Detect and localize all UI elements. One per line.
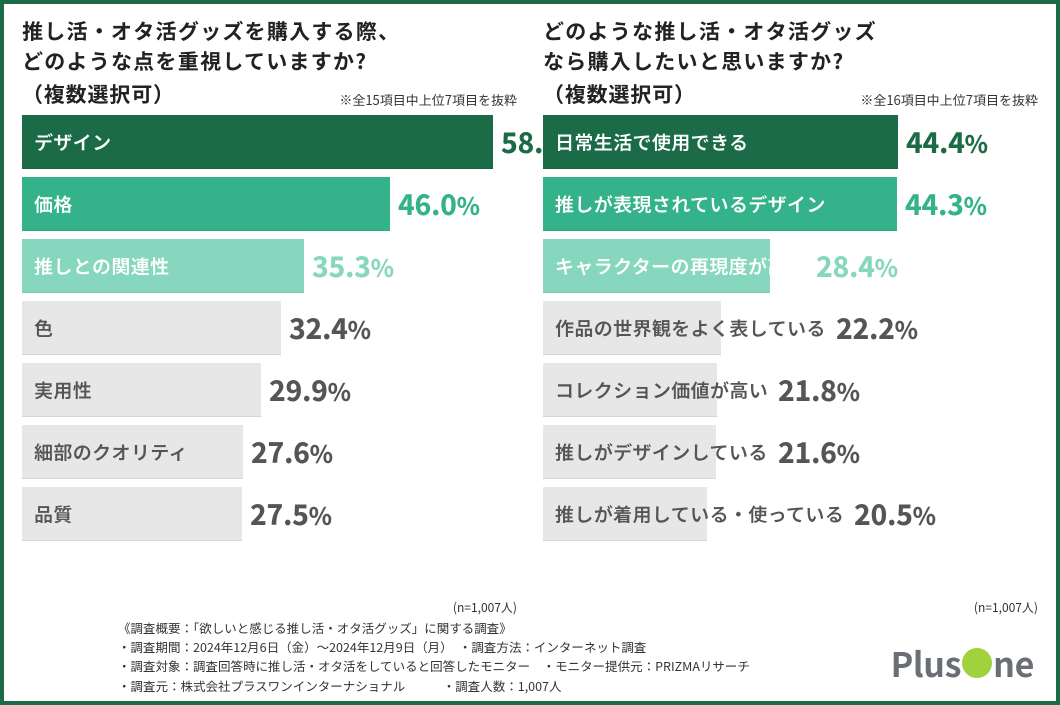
- right-column: どのような推し活・オタ活グッズ なら購入したいと思いますか? （複数選択可） ※…: [543, 16, 1038, 616]
- bar-row: 推しが着用している・使っている 20.5%: [543, 487, 1038, 541]
- bar-label: デザイン: [34, 128, 112, 155]
- bar-value: 44.3%: [905, 184, 987, 224]
- left-excerpt-note: ※全15項目中上位7項目を抜粋: [339, 90, 517, 109]
- bar-row: 色 32.4%: [22, 301, 517, 355]
- bar-label: 作品の世界観をよく表している: [555, 314, 826, 341]
- left-title-line1: 推し活・オタ活グッズを購入する際、: [22, 16, 517, 46]
- left-title-line2: どのような点を重視していますか?: [22, 46, 517, 76]
- bar-row: 推しとの関連性 35.3%: [22, 239, 517, 293]
- right-bar-chart: 日常生活で使用できる 44.4% 推しが表現されているデザイン 44.3% キャラクター…: [543, 115, 1038, 597]
- bar-row: デザイン58.9%: [22, 115, 517, 169]
- right-title-line1: どのような推し活・オタ活グッズ: [543, 16, 1038, 46]
- bar-value: 29.9%: [269, 370, 351, 410]
- left-subrow: （複数選択可） ※全15項目中上位7項目を抜粋: [22, 79, 517, 109]
- right-subrow: （複数選択可） ※全16項目中上位7項目を抜粋: [543, 79, 1038, 109]
- survey-footnotes: 《調査概要：「欲しいと感じる推し活・オタ活グッズ」に関する調査》 ・調査期間：2…: [22, 618, 1038, 696]
- footnote-line1: 《調査概要：「欲しいと感じる推し活・オタ活グッズ」に関する調査》: [118, 618, 1038, 637]
- bar-value: 46.0%: [398, 184, 480, 224]
- bar-row: 推しがデザインしている 21.6%: [543, 425, 1038, 479]
- left-bar-chart: デザイン58.9% 価格 46.0% 推しとの関連性 35.3% 色 32.4% 実用性 29.…: [22, 115, 517, 597]
- bar-shape: [22, 177, 390, 231]
- bar-label: 実用性: [34, 376, 92, 403]
- bar-value: 32.4%: [289, 308, 371, 348]
- bar-value: 44.4%: [906, 122, 988, 162]
- bar-label: 品質: [34, 500, 73, 527]
- logo-text-left: Plus: [891, 638, 962, 687]
- bar-label: キャラクターの再現度が高い: [555, 252, 806, 279]
- bar-row: 作品の世界観をよく表している 22.2%: [543, 301, 1038, 355]
- bar-value: 21.8%: [778, 370, 860, 410]
- bar-label: 色: [34, 314, 53, 341]
- bar-row: 細部のクオリティ 27.6%: [22, 425, 517, 479]
- bar-label: 推しとの関連性: [34, 252, 169, 279]
- bar-value: 27.6%: [251, 432, 333, 472]
- bar-row: 日常生活で使用できる 44.4%: [543, 115, 1038, 169]
- bar-row: キャラクターの再現度が高い 28.4%: [543, 239, 1038, 293]
- bar-label: 日常生活で使用できる: [555, 128, 748, 155]
- bar-value: 22.2%: [836, 308, 918, 348]
- left-n-note: (n=1,007人): [22, 599, 517, 616]
- logo-dot-icon: [962, 648, 992, 678]
- plusone-logo: Plus ne: [891, 638, 1034, 687]
- bar-label: 推しがデザインしている: [555, 438, 768, 465]
- bar-value: 21.6%: [778, 432, 860, 472]
- bar-label: 価格: [34, 190, 73, 217]
- infographic-frame: 推し活・オタ活グッズを購入する際、 どのような点を重視していますか? （複数選択…: [0, 0, 1060, 705]
- left-column: 推し活・オタ活グッズを購入する際、 どのような点を重視していますか? （複数選択…: [22, 16, 517, 616]
- bar-row: コレクション価値が高い 21.8%: [543, 363, 1038, 417]
- bar-row: 品質 27.5%: [22, 487, 517, 541]
- bar-label: 細部のクオリティ: [34, 438, 188, 465]
- bar-label: 推しが着用している・使っている: [555, 500, 844, 527]
- right-excerpt-note: ※全16項目中上位7項目を抜粋: [860, 90, 1038, 109]
- bar-shape: [22, 301, 281, 355]
- left-multichoice-note: （複数選択可）: [22, 79, 175, 109]
- columns: 推し活・オタ活グッズを購入する際、 どのような点を重視していますか? （複数選択…: [22, 16, 1038, 616]
- logo-text-right: ne: [993, 638, 1034, 687]
- bar-value: 27.5%: [250, 494, 332, 534]
- bar-value: 28.4%: [816, 246, 898, 286]
- bar-value: 20.5%: [854, 494, 936, 534]
- bar-label: コレクション価値が高い: [555, 376, 768, 403]
- right-n-note: (n=1,007人): [543, 599, 1038, 616]
- bar-row: 実用性 29.9%: [22, 363, 517, 417]
- right-title-line2: なら購入したいと思いますか?: [543, 46, 1038, 76]
- right-multichoice-note: （複数選択可）: [543, 79, 696, 109]
- bar-row: 価格 46.0%: [22, 177, 517, 231]
- bar-row: 推しが表現されているデザイン 44.3%: [543, 177, 1038, 231]
- bar-value: 35.3%: [312, 246, 394, 286]
- bar-label: 推しが表現されているデザイン: [555, 190, 826, 217]
